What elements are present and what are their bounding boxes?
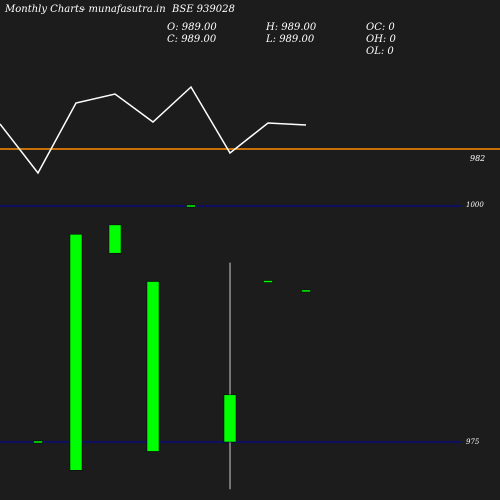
close-line — [0, 85, 307, 175]
level-label-1000: 1000 — [466, 201, 484, 209]
ol-value: OL: 0 — [366, 46, 394, 57]
open-value: O: 989.00 — [167, 22, 217, 33]
candle-body — [146, 281, 160, 452]
oc-value: OC: 0 — [366, 22, 395, 33]
candlestick-series — [33, 204, 311, 490]
candle-body — [186, 204, 196, 208]
chart-type-label: Monthly Charts — [5, 4, 85, 15]
candle-body — [223, 394, 237, 443]
candle-body — [33, 440, 43, 444]
low-value: L: 989.00 — [266, 34, 315, 45]
high-value: H: 989.00 — [266, 22, 317, 33]
candle-body — [69, 234, 83, 471]
candle-body — [108, 224, 122, 254]
candle-body — [301, 289, 311, 293]
candle-body — [263, 280, 273, 283]
level-label-975: 975 — [466, 438, 480, 446]
symbol-label: BSE 939028 — [172, 4, 235, 15]
oh-value: OH: 0 — [366, 34, 396, 45]
close-line-series — [0, 85, 307, 175]
level-label-982: 982 — [470, 154, 486, 163]
site-name-label: - munafasutra.in — [82, 4, 166, 15]
close-value: C: 989.00 — [167, 34, 217, 45]
